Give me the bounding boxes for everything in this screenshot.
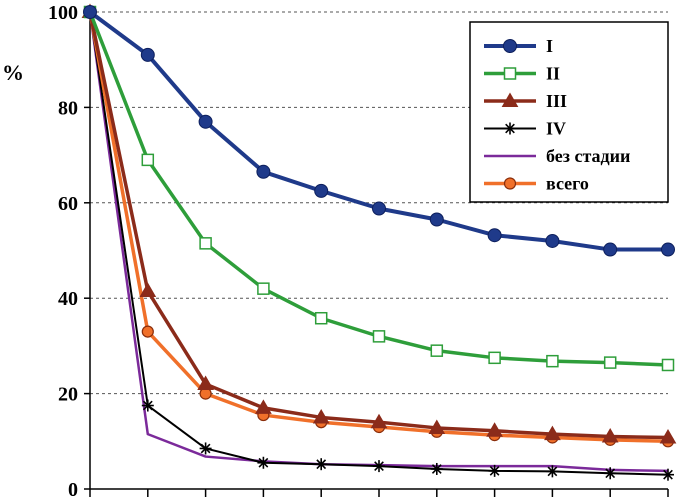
legend-label-5: всего xyxy=(546,174,589,194)
series-2-point-5 xyxy=(370,413,388,429)
series-0-point-0 xyxy=(83,5,97,19)
legend-item-3: IV xyxy=(484,119,566,139)
series-2-group xyxy=(81,3,677,444)
series-3-point-4-stroke-3 xyxy=(316,459,327,470)
y-axis-label: % xyxy=(2,60,24,85)
series-3-point-3-stroke-3 xyxy=(258,457,269,468)
series-5-point-1 xyxy=(141,325,154,338)
legend-item-5: всего xyxy=(484,174,589,194)
series-0-point-6 xyxy=(429,212,444,227)
legend-item-0: I xyxy=(484,36,553,56)
series-1-point-6 xyxy=(430,344,444,357)
series-3-point-10 xyxy=(662,468,674,481)
y-tick-label-100: 100 xyxy=(48,2,78,24)
series-3-point-7 xyxy=(488,464,501,477)
series-1-point-4 xyxy=(314,311,328,325)
series-3-point-9-stroke-3 xyxy=(605,468,616,479)
series-3-point-1-stroke-3 xyxy=(142,400,153,411)
legend-item-1: II xyxy=(484,64,560,84)
legend-marker-5 xyxy=(503,177,517,190)
series-2-point-8 xyxy=(544,425,561,441)
legend-item-4: без стадии xyxy=(484,146,630,166)
series-2-point-2 xyxy=(197,375,214,391)
legend-marker-2 xyxy=(501,92,519,107)
series-2-point-10 xyxy=(659,428,677,444)
series-3-point-8 xyxy=(546,465,559,478)
series-0-point-8 xyxy=(545,233,560,248)
series-1-point-3 xyxy=(257,282,270,295)
series-0-point-5 xyxy=(372,201,386,216)
series-1-point-5 xyxy=(372,330,386,343)
series-1-point-1 xyxy=(141,153,155,167)
series-0-point-7 xyxy=(487,228,502,243)
series-2-point-1 xyxy=(139,282,157,298)
series-0-group xyxy=(83,5,675,257)
series-0-point-9 xyxy=(603,242,618,257)
y-tick-label-0: 0 xyxy=(68,479,78,501)
legend-label-2: III xyxy=(546,91,567,111)
y-tick-label-20: 20 xyxy=(58,384,78,406)
legend-label-1: II xyxy=(546,64,560,84)
series-3-point-6 xyxy=(430,462,443,475)
series-1-point-9 xyxy=(603,356,617,369)
series-0-point-1 xyxy=(140,47,155,62)
series-3-point-3 xyxy=(257,456,270,469)
series-1-point-2 xyxy=(199,237,212,250)
series-1-point-10 xyxy=(661,358,675,372)
series-1-point-7 xyxy=(488,351,501,365)
series-0-point-10 xyxy=(661,242,675,257)
series-1-point-8 xyxy=(546,354,559,368)
series-2-point-6 xyxy=(428,419,446,434)
legend-marker-3 xyxy=(504,122,516,135)
series-3-point-8-stroke-3 xyxy=(547,466,558,477)
legend-label-3: IV xyxy=(546,119,566,139)
series-2-point-3 xyxy=(255,399,272,414)
legend-box xyxy=(469,21,669,203)
series-3-point-6-stroke-3 xyxy=(431,464,442,474)
series-3-point-9 xyxy=(604,467,617,480)
series-3-point-1 xyxy=(141,399,154,412)
series-3-point-7-stroke-3 xyxy=(489,465,500,476)
series-3-point-2-stroke-3 xyxy=(200,443,211,454)
series-3-point-5-stroke-3 xyxy=(374,461,384,471)
series-3-point-5 xyxy=(373,460,385,473)
series-3-point-4 xyxy=(315,458,328,471)
series-0-point-4 xyxy=(314,183,329,198)
y-tick-label-80: 80 xyxy=(58,97,78,119)
series-1-group xyxy=(83,5,675,372)
legend-marker-3-stroke-3 xyxy=(505,123,515,134)
legend-label-4: без стадии xyxy=(546,146,630,166)
series-3-point-10-stroke-3 xyxy=(663,469,673,480)
series-0-point-3 xyxy=(256,164,271,179)
series-0-point-2 xyxy=(198,114,213,129)
legend-label-0: I xyxy=(546,36,553,56)
legend-item-2: III xyxy=(484,91,567,111)
legend-marker-0 xyxy=(503,39,517,53)
legend-marker-1 xyxy=(503,67,517,80)
series-2-point-4 xyxy=(312,408,330,424)
series-3-point-2 xyxy=(199,442,212,455)
y-tick-label-40: 40 xyxy=(58,288,78,310)
series-2-point-9 xyxy=(601,428,619,443)
y-tick-label-60: 60 xyxy=(58,193,78,215)
series-2-point-7 xyxy=(486,422,503,437)
